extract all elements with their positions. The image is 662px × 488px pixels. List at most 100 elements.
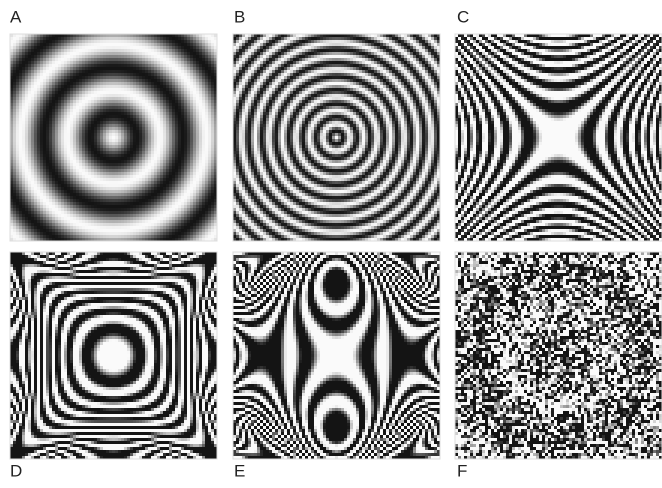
pixel: [127, 82, 130, 85]
pixel: [130, 166, 133, 169]
pixel: [46, 127, 49, 130]
pixel: [109, 103, 112, 106]
pixel: [76, 97, 79, 100]
pixel: [97, 190, 100, 193]
pixel: [145, 103, 148, 106]
pixel: [46, 142, 49, 145]
pixel: [52, 166, 55, 169]
pixel: [142, 124, 145, 127]
pixel: [178, 121, 181, 124]
pixel: [64, 58, 67, 61]
pixel: [67, 115, 70, 118]
pixel: [211, 100, 214, 103]
pixel: [103, 181, 106, 184]
pixel: [178, 145, 181, 148]
pixel: [139, 67, 142, 70]
pixel: [398, 40, 401, 43]
pixel: [326, 37, 329, 40]
pixel: [97, 226, 100, 229]
pixel: [106, 181, 109, 184]
pixel: [13, 166, 16, 169]
pixel: [130, 154, 133, 157]
pixel: [25, 208, 28, 211]
pixel: [67, 130, 70, 133]
pixel: [124, 118, 127, 121]
pixel: [148, 91, 151, 94]
pixel: [91, 208, 94, 211]
pixel: [172, 163, 175, 166]
pixel: [335, 37, 338, 40]
pixel: [52, 163, 55, 166]
pixel: [151, 91, 154, 94]
pixel: [178, 115, 181, 118]
pixel: [178, 124, 181, 127]
pixel: [148, 136, 151, 139]
pixel: [70, 160, 73, 163]
pixel: [112, 235, 115, 238]
pixel: [91, 139, 94, 142]
pixel: [64, 73, 67, 76]
pixel: [70, 43, 73, 46]
pixel: [148, 61, 151, 64]
pixel: [52, 43, 55, 46]
pixel: [76, 55, 79, 58]
pixel: [58, 211, 61, 214]
pixel: [19, 100, 22, 103]
pixel: [88, 226, 91, 229]
pixel: [22, 148, 25, 151]
pixel: [19, 55, 22, 58]
pixel: [169, 166, 172, 169]
pixel: [199, 43, 202, 46]
pixel: [106, 169, 109, 172]
pixel: [145, 133, 148, 136]
pixel: [205, 211, 208, 214]
pixel: [202, 64, 205, 67]
pixel: [211, 70, 214, 73]
pixel: [151, 139, 154, 142]
pixel: [13, 205, 16, 208]
pixel: [136, 82, 139, 85]
pixel: [49, 67, 52, 70]
pixel: [112, 178, 115, 181]
pixel: [115, 37, 118, 40]
pixel: [97, 139, 100, 142]
pixel: [121, 151, 124, 154]
pixel: [94, 172, 97, 175]
pixel: [181, 229, 184, 232]
pixel: [22, 166, 25, 169]
pixel: [136, 199, 139, 202]
pixel: [79, 130, 82, 133]
pixel: [34, 37, 37, 40]
pixel: [40, 163, 43, 166]
pixel: [115, 94, 118, 97]
pixel: [202, 214, 205, 217]
pixel: [175, 205, 178, 208]
pixel: [67, 154, 70, 157]
pixel: [31, 103, 34, 106]
pixel: [193, 226, 196, 229]
pixel: [175, 67, 178, 70]
pixel: [121, 139, 124, 142]
pixel: [25, 157, 28, 160]
pixel: [145, 139, 148, 142]
pixel: [34, 196, 37, 199]
pixel: [145, 79, 148, 82]
pixel: [46, 109, 49, 112]
pixel: [169, 217, 172, 220]
pixel: [130, 127, 133, 130]
pixel: [19, 121, 22, 124]
pixel: [124, 184, 127, 187]
pixel: [73, 175, 76, 178]
pixel: [154, 64, 157, 67]
pixel: [136, 217, 139, 220]
pixel: [70, 136, 73, 139]
pixel: [25, 223, 28, 226]
pixel: [272, 40, 275, 43]
pixel: [19, 82, 22, 85]
pixel: [148, 133, 151, 136]
pixel: [76, 46, 79, 49]
pixel: [184, 73, 187, 76]
pixel: [94, 181, 97, 184]
pixel: [205, 52, 208, 55]
pixel: [61, 136, 64, 139]
